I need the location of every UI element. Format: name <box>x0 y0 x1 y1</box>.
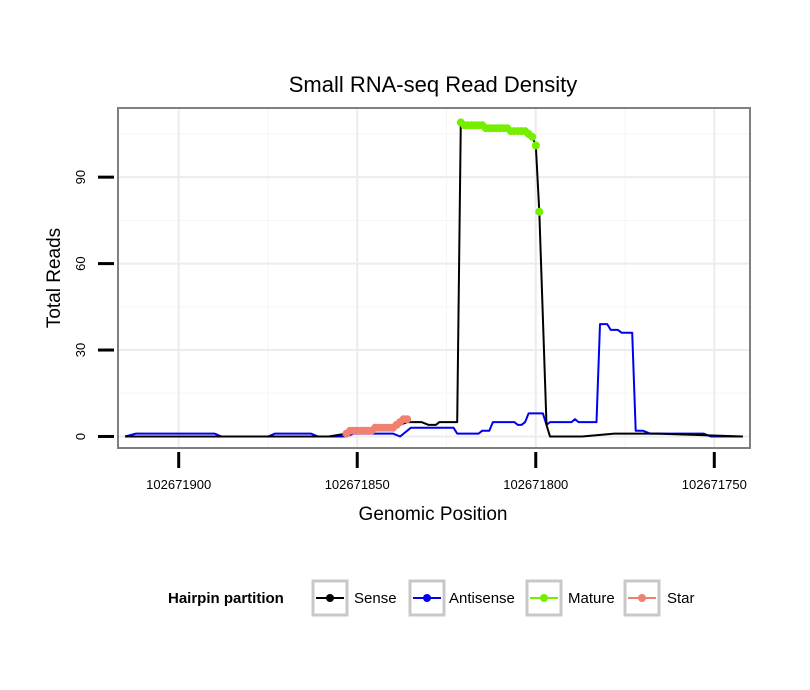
y-axis: 0 30 60 90 <box>73 170 114 440</box>
star-point <box>403 415 412 424</box>
series-mature <box>456 118 544 216</box>
legend-key-point <box>638 594 646 602</box>
plot-panel <box>118 108 750 448</box>
y-tick-label: 0 <box>73 433 88 440</box>
x-tick-label: 102671800 <box>503 477 568 492</box>
mature-point <box>535 207 544 216</box>
y-tick-label: 60 <box>73 256 88 270</box>
legend-label: Star <box>667 590 695 607</box>
legend-item-star: Star <box>623 579 695 617</box>
mature-point <box>528 132 537 141</box>
x-tick-label: 102671750 <box>682 477 747 492</box>
series-layer <box>124 118 743 438</box>
legend-label: Mature <box>568 590 615 607</box>
x-axis-title: Genomic Position <box>359 504 508 525</box>
y-tick-label: 90 <box>73 170 88 184</box>
legend-item-antisense: Antisense <box>408 579 515 617</box>
legend-item-mature: Mature <box>525 579 615 617</box>
x-tick-label: 102671900 <box>146 477 211 492</box>
legend-label: Sense <box>354 590 397 607</box>
legend-key-point <box>326 594 334 602</box>
plot-border <box>117 107 751 449</box>
series-star <box>342 415 412 438</box>
x-axis: 102671900 102671850 102671800 102671750 <box>146 452 747 492</box>
legend: Hairpin partition Sense Antisense Mature St… <box>168 579 695 617</box>
y-axis-title: Total Reads <box>44 228 65 328</box>
y-tick-label: 30 <box>73 343 88 357</box>
legend-label: Antisense <box>449 590 515 607</box>
legend-title: Hairpin partition <box>168 590 284 607</box>
legend-key-point <box>540 594 548 602</box>
legend-item-sense: Sense <box>311 579 397 617</box>
x-tick-label: 102671850 <box>325 477 390 492</box>
mature-point <box>531 141 540 150</box>
legend-key-point <box>423 594 431 602</box>
chart-title: Small RNA-seq Read Density <box>289 72 578 97</box>
